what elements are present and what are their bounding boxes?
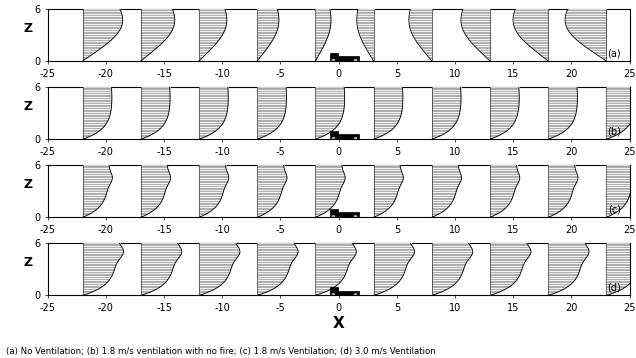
- Bar: [330, 212, 359, 217]
- Text: (a) No Ventilation; (b) 1.8 m/s ventilation with no fire; (c) 1.8 m/s Ventilatio: (a) No Ventilation; (b) 1.8 m/s ventilat…: [6, 347, 436, 356]
- Bar: [330, 53, 338, 56]
- X-axis label: X: X: [333, 316, 345, 331]
- Circle shape: [332, 216, 335, 217]
- Bar: [330, 56, 359, 61]
- Bar: [330, 291, 359, 295]
- Bar: [330, 287, 338, 291]
- Circle shape: [354, 216, 357, 217]
- Text: (c): (c): [608, 205, 621, 215]
- Text: (b): (b): [607, 126, 621, 136]
- Text: (d): (d): [607, 283, 621, 293]
- Circle shape: [354, 59, 357, 61]
- Bar: [330, 134, 359, 139]
- Circle shape: [332, 59, 335, 61]
- Bar: [330, 131, 338, 134]
- Circle shape: [332, 137, 335, 139]
- Text: (a): (a): [607, 48, 621, 58]
- Circle shape: [354, 137, 357, 139]
- Y-axis label: Z: Z: [24, 22, 33, 35]
- Circle shape: [332, 294, 335, 295]
- Y-axis label: Z: Z: [24, 256, 33, 269]
- Bar: [330, 209, 338, 212]
- Circle shape: [354, 294, 357, 295]
- Y-axis label: Z: Z: [24, 178, 33, 191]
- Y-axis label: Z: Z: [24, 100, 33, 113]
